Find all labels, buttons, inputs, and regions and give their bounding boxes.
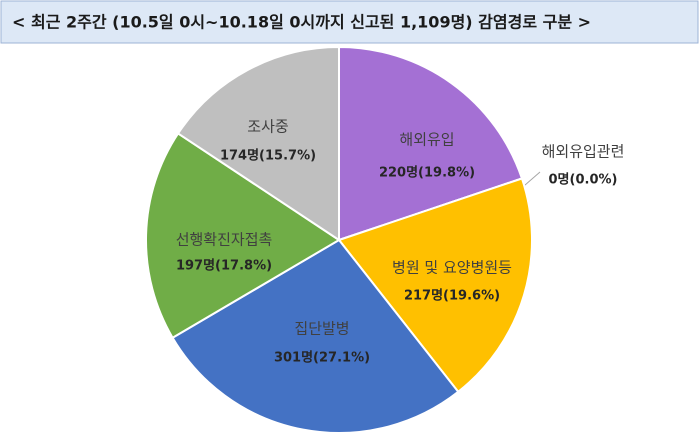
value-label: 174명(15.7%) [220,148,316,164]
value-label: 0명(0.0%) [549,172,618,188]
title-bar [0,0,699,44]
value-label: 197명(17.8%) [176,258,272,274]
pie-slice [171,238,460,434]
pie-slice [337,177,533,394]
pie-slice [145,132,341,340]
value-label: 220명(19.8%) [379,165,475,181]
slice-label: 집단발병 [294,320,349,338]
slice-label: 선행확진자접촉 [176,231,273,249]
value-label: 217명(19.6%) [404,288,500,304]
pie [145,45,533,434]
slice-label: 조사중 [247,118,288,136]
pie-slice [176,45,340,242]
slice-label: 해외유입관련 [542,143,625,161]
chart-title: < 최근 2주간 (10.5일 0시~10.18일 0시까지 신고된 1,109… [12,13,591,32]
slice-label: 병원 및 요양병원등 [392,259,512,277]
value-label: 301명(27.1%) [274,350,370,366]
pie-slice [338,45,524,242]
slice-label: 해외유입 [399,131,454,149]
